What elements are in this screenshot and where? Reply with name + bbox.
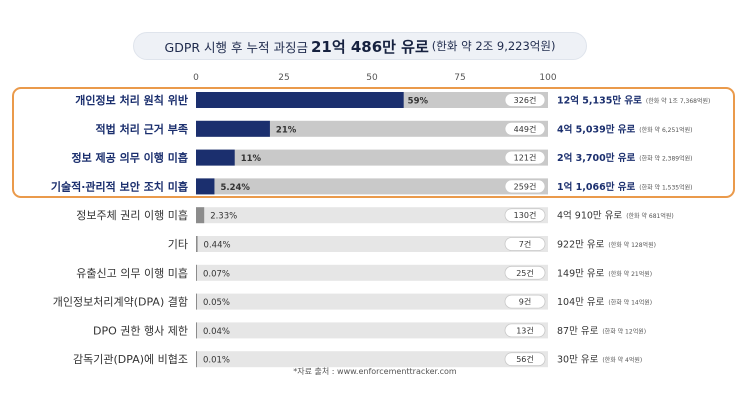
percent-label: 0.04%: [203, 327, 230, 337]
count-pill: [504, 121, 546, 136]
amount-label: 87만 유로: [557, 326, 599, 337]
amount-label: 922만 유로: [557, 240, 605, 251]
category-label: DPO 권한 행사 제한: [93, 324, 188, 337]
count-pill: [504, 93, 546, 107]
amount-label: 2억 3,700만 유로: [557, 152, 635, 164]
count-pill: [504, 294, 546, 309]
count-pill: [504, 323, 546, 338]
count-label: 259건: [514, 181, 537, 191]
count-label: 13건: [516, 325, 534, 335]
amount-krw-label: (한화 약 681억원): [626, 212, 674, 220]
bar: [196, 207, 205, 224]
percent-label: 59%: [408, 97, 429, 107]
category-label: 개인정보처리계약(DPA) 결함: [53, 295, 188, 309]
title-prefix: GDPR 시행 후 누적 과징금: [164, 39, 308, 55]
x-tick-label: 25: [278, 73, 289, 83]
x-tick-label: 0: [193, 73, 199, 83]
count-label: 449건: [514, 124, 537, 134]
category-label: 정보주체 권리 이행 미흡: [76, 208, 188, 222]
bar-track: [196, 264, 548, 281]
amount-label: 12억 5,135만 유로: [557, 95, 642, 107]
count-pill: [504, 265, 546, 280]
top-four-highlight-box: [12, 87, 735, 198]
bar-track: [196, 207, 548, 224]
amount-krw-label: (한화 약 1조 7,368억원): [646, 97, 711, 105]
count-pill: [504, 352, 546, 367]
category-label: 기술적·관리적 보안 조치 미흡: [51, 179, 188, 193]
bar-track: [196, 149, 548, 166]
bar: [196, 351, 197, 368]
title-krw: (한화 약 2조 9,223억원): [431, 39, 556, 53]
amount-label: 149만 유로: [557, 268, 605, 279]
bar: [196, 293, 197, 310]
bar-track: [196, 293, 548, 310]
x-tick-label: 50: [366, 73, 378, 83]
amount-krw-label: (한화 약 14억원): [608, 299, 652, 307]
category-label: 적법 처리 근거 부족: [96, 122, 188, 136]
bar: [196, 236, 198, 252]
percent-label: 11%: [241, 154, 262, 164]
percent-label: 0.01%: [203, 356, 230, 366]
category-label: 정보 제공 의무 이행 미흡: [71, 151, 188, 165]
amount-krw-label: (한화 약 12억원): [602, 327, 646, 335]
bar: [196, 149, 235, 166]
count-pill: [504, 237, 546, 251]
bar-track: [196, 236, 548, 252]
bar: [196, 322, 197, 339]
percent-label: 2.33%: [210, 212, 237, 222]
amount-label: 4억 5,039만 유로: [557, 123, 635, 135]
percent-label: 0.07%: [203, 269, 230, 279]
percent-label: 0.05%: [203, 298, 230, 308]
count-pill: [504, 179, 546, 194]
percent-label: 0.44%: [204, 241, 231, 251]
amount-krw-label: (한화 약 21억원): [608, 270, 652, 278]
amount-krw-label: (한화 약 128억원): [608, 241, 656, 249]
count-label: 130건: [514, 210, 537, 220]
title-amount: 21억 486만 유로: [310, 37, 429, 56]
bar: [196, 92, 404, 108]
count-label: 56건: [516, 354, 534, 364]
category-label: 개인정보 처리 원칙 위반: [75, 93, 188, 107]
amount-label: 104만 유로: [557, 297, 605, 308]
percent-label: 21%: [276, 125, 297, 135]
category-label: 감독기관(DPA)에 비협조: [73, 353, 188, 366]
amount-krw-label: (한화 약 4억원): [602, 356, 642, 364]
source-note: *자료 출처 : www.enforcementtracker.com: [293, 367, 457, 376]
amount-krw-label: (한화 약 1,535억원): [639, 183, 692, 191]
count-label: 326건: [514, 95, 537, 105]
bar-track: [196, 178, 548, 195]
bar: [196, 178, 215, 195]
category-label: 유출신고 의무 이행 미흡: [76, 266, 188, 280]
bar-track: [196, 120, 548, 137]
bar-track: [196, 351, 548, 368]
bar: [196, 120, 270, 137]
amount-label: 4억 910만 유로: [557, 210, 622, 222]
bar: [196, 264, 197, 281]
percent-label: 5.24%: [220, 183, 250, 193]
count-pill: [504, 150, 546, 165]
count-label: 9건: [519, 297, 531, 307]
x-tick-label: 75: [454, 73, 465, 83]
bar-track: [196, 322, 548, 339]
amount-krw-label: (한화 약 2,389억원): [639, 155, 692, 163]
x-tick-label: 100: [539, 73, 556, 83]
category-label: 기타: [168, 238, 188, 251]
amount-label: 1억 1,066만 유로: [557, 181, 635, 193]
amount-label: 30만 유로: [557, 355, 599, 366]
amount-krw-label: (한화 약 6,251억원): [639, 126, 692, 134]
count-label: 25건: [516, 268, 534, 278]
count-label: 121건: [514, 153, 537, 163]
count-label: 7건: [519, 239, 531, 249]
chart-title: GDPR 시행 후 누적 과징금 21억 486만 유로 (한화 약 2조 9,…: [133, 32, 587, 60]
count-pill: [504, 208, 546, 223]
